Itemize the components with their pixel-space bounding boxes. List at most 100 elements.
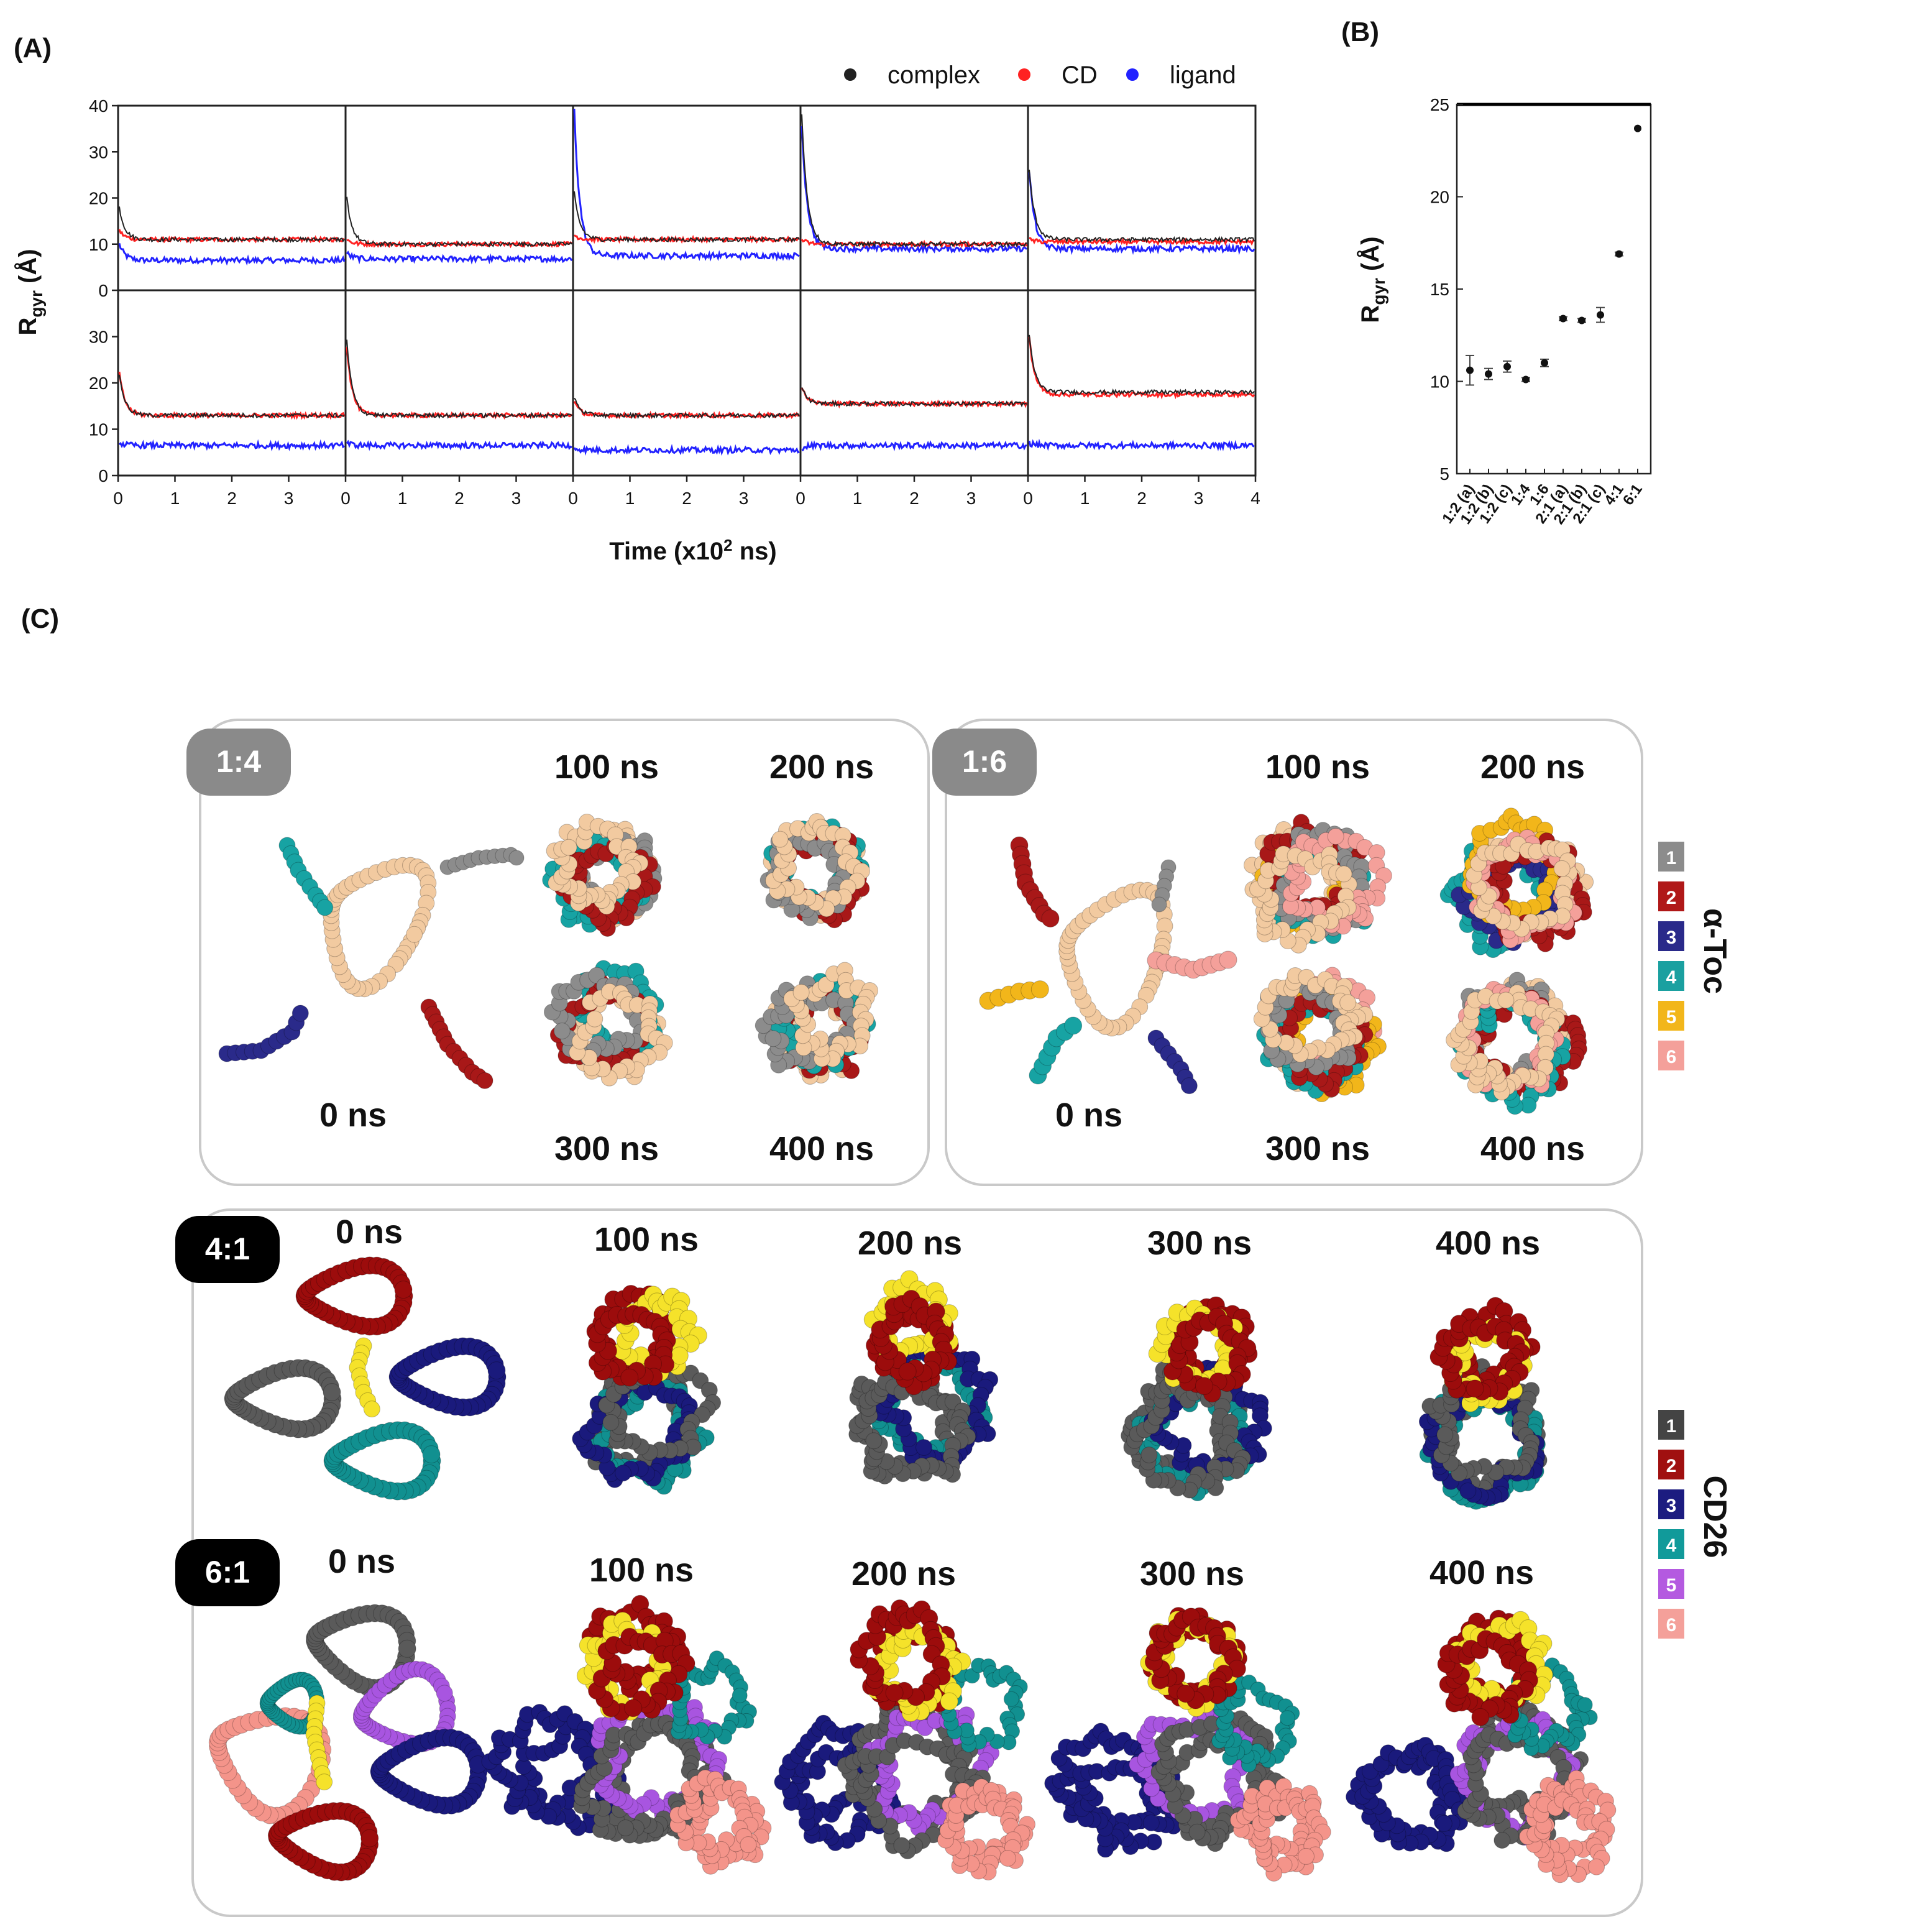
bead-chain [1466,835,1578,937]
legend-title: CD26 [1697,1476,1733,1558]
badge-6-1 [175,1539,280,1606]
chart-a-series-ligand [801,440,1027,451]
legend-swatch [1658,842,1684,872]
chart-a-xtick-label: 3 [1194,489,1204,508]
badge-1-6 [932,729,1037,796]
chart-a-ytick-label: 30 [89,142,108,162]
complex-blob [759,812,870,929]
panel-label-a: (A) [14,33,52,63]
label-1-6-200ns: 200 ns [1480,748,1585,786]
bead-chain [1163,1307,1257,1403]
label-6-1-100ns: 100 ns [589,1552,694,1589]
chart-a-xtick-label: 1 [170,489,180,508]
legend-number: 3 [1666,927,1677,948]
bead-chain [546,814,649,915]
bead-chain [1010,836,1060,927]
bead-chain [569,983,673,1087]
legend-label-ligand: ligand [1170,62,1236,89]
complex-blob [863,1270,959,1396]
complex-blob [1346,1737,1469,1852]
legend-swatch [1658,921,1684,951]
chart-a-xtick-label: 1 [1080,489,1090,508]
chart-a-ytick-label: 0 [98,466,108,485]
legend-swatch [1658,1041,1684,1070]
bead-chain [323,857,437,998]
bead-chain [1429,1315,1531,1401]
chart-a-series-cd [118,371,346,420]
label-4-1-300ns: 300 ns [1147,1225,1252,1262]
bead-chain [349,1337,380,1418]
bead-chain [370,1728,488,1815]
chart-b-ytick-label: 25 [1430,95,1449,114]
chart-a-series-complex [346,196,572,248]
chart-a-xlabel: Time (x102 ns) [609,536,776,565]
legend-swatch [1658,1609,1684,1639]
legend-cd26: 1 2 3 4 5 6 CD26 [1658,1410,1733,1639]
legend-marker-cd [1018,68,1030,81]
complex-blob [1148,1296,1258,1403]
complex-blob [755,962,878,1085]
legend-a: complex CD ligand [844,62,1236,89]
bead-chain [783,962,878,1067]
legend-swatch [1658,881,1684,911]
bead-chain [267,1801,379,1882]
bead-chain [588,1305,676,1387]
panel-label-b: (B) [1341,17,1379,47]
bead-chain [1208,1674,1300,1773]
legend-number: 3 [1666,1496,1677,1516]
legend-swatch [1658,1410,1684,1440]
chart-a-xtick-label: 2 [454,489,464,508]
bead-chain [1144,1608,1246,1709]
chart-b-point [1634,124,1641,132]
bead-chain [323,1421,441,1501]
chart-a-ytick-label: 0 [98,281,108,300]
complex-blob [1429,1297,1541,1412]
legend-label-cd: CD [1062,62,1098,89]
chart-a-xtick-label: 0 [113,489,123,508]
legend-marker-complex [844,68,856,81]
label-1-6-400ns: 400 ns [1480,1130,1585,1167]
label-6-1-400ns: 400 ns [1429,1554,1534,1591]
bead-chain [295,1256,413,1336]
legend-swatch [1658,1489,1684,1519]
complex-blob [542,814,663,937]
chart-b-ytick-label: 15 [1430,280,1449,299]
label-6-1-0ns: 0 ns [328,1543,395,1580]
chart-b-frame [1456,103,1652,475]
bead-chain [1029,1016,1083,1085]
chart-a-xtick-label: 1 [853,489,863,508]
label-1-6-0ns: 0 ns [1055,1097,1122,1134]
complex-blob [1243,814,1392,954]
bead-chain [1519,1792,1615,1884]
chart-a-ytick-label: 20 [89,189,108,208]
complex-blob [669,1769,772,1875]
chart-a-series-ligand [801,126,1027,255]
legend-number: 6 [1666,1047,1677,1067]
chart-b-point [1578,316,1585,324]
chart-a-ytick-label: 10 [89,235,108,254]
chart-a-series-ligand [1028,438,1255,451]
chart-b-point [1522,375,1530,384]
label-4-1-100ns: 100 ns [594,1221,699,1258]
molecule-snapshots [208,807,1617,1884]
label-6-1-200ns: 200 ns [851,1555,956,1593]
bead-chain [573,1714,710,1844]
complex-blob [586,1284,707,1387]
chart-a-series-cd [346,347,573,420]
badge-1-4-text: 1:4 [216,744,261,779]
chart-a-ylabel: Rgyr (Å) [14,249,46,335]
chart-a-series-complex [574,397,800,420]
chart-a-series-ligand [1028,172,1255,255]
chart-a-ytick-label: 40 [89,96,108,116]
chart-a-xtick-label: 1 [398,489,408,508]
complex-blob [1229,1778,1331,1882]
bead-chain [1253,967,1374,1063]
legend-number: 5 [1666,1007,1677,1028]
badge-4-1 [175,1216,280,1283]
chart-b-point [1615,250,1623,258]
legend-number: 1 [1666,1416,1677,1437]
bead-chain [850,1599,951,1706]
chart-b-ytick-label: 10 [1430,372,1449,392]
chart-a-ytick-label: 10 [89,420,108,439]
